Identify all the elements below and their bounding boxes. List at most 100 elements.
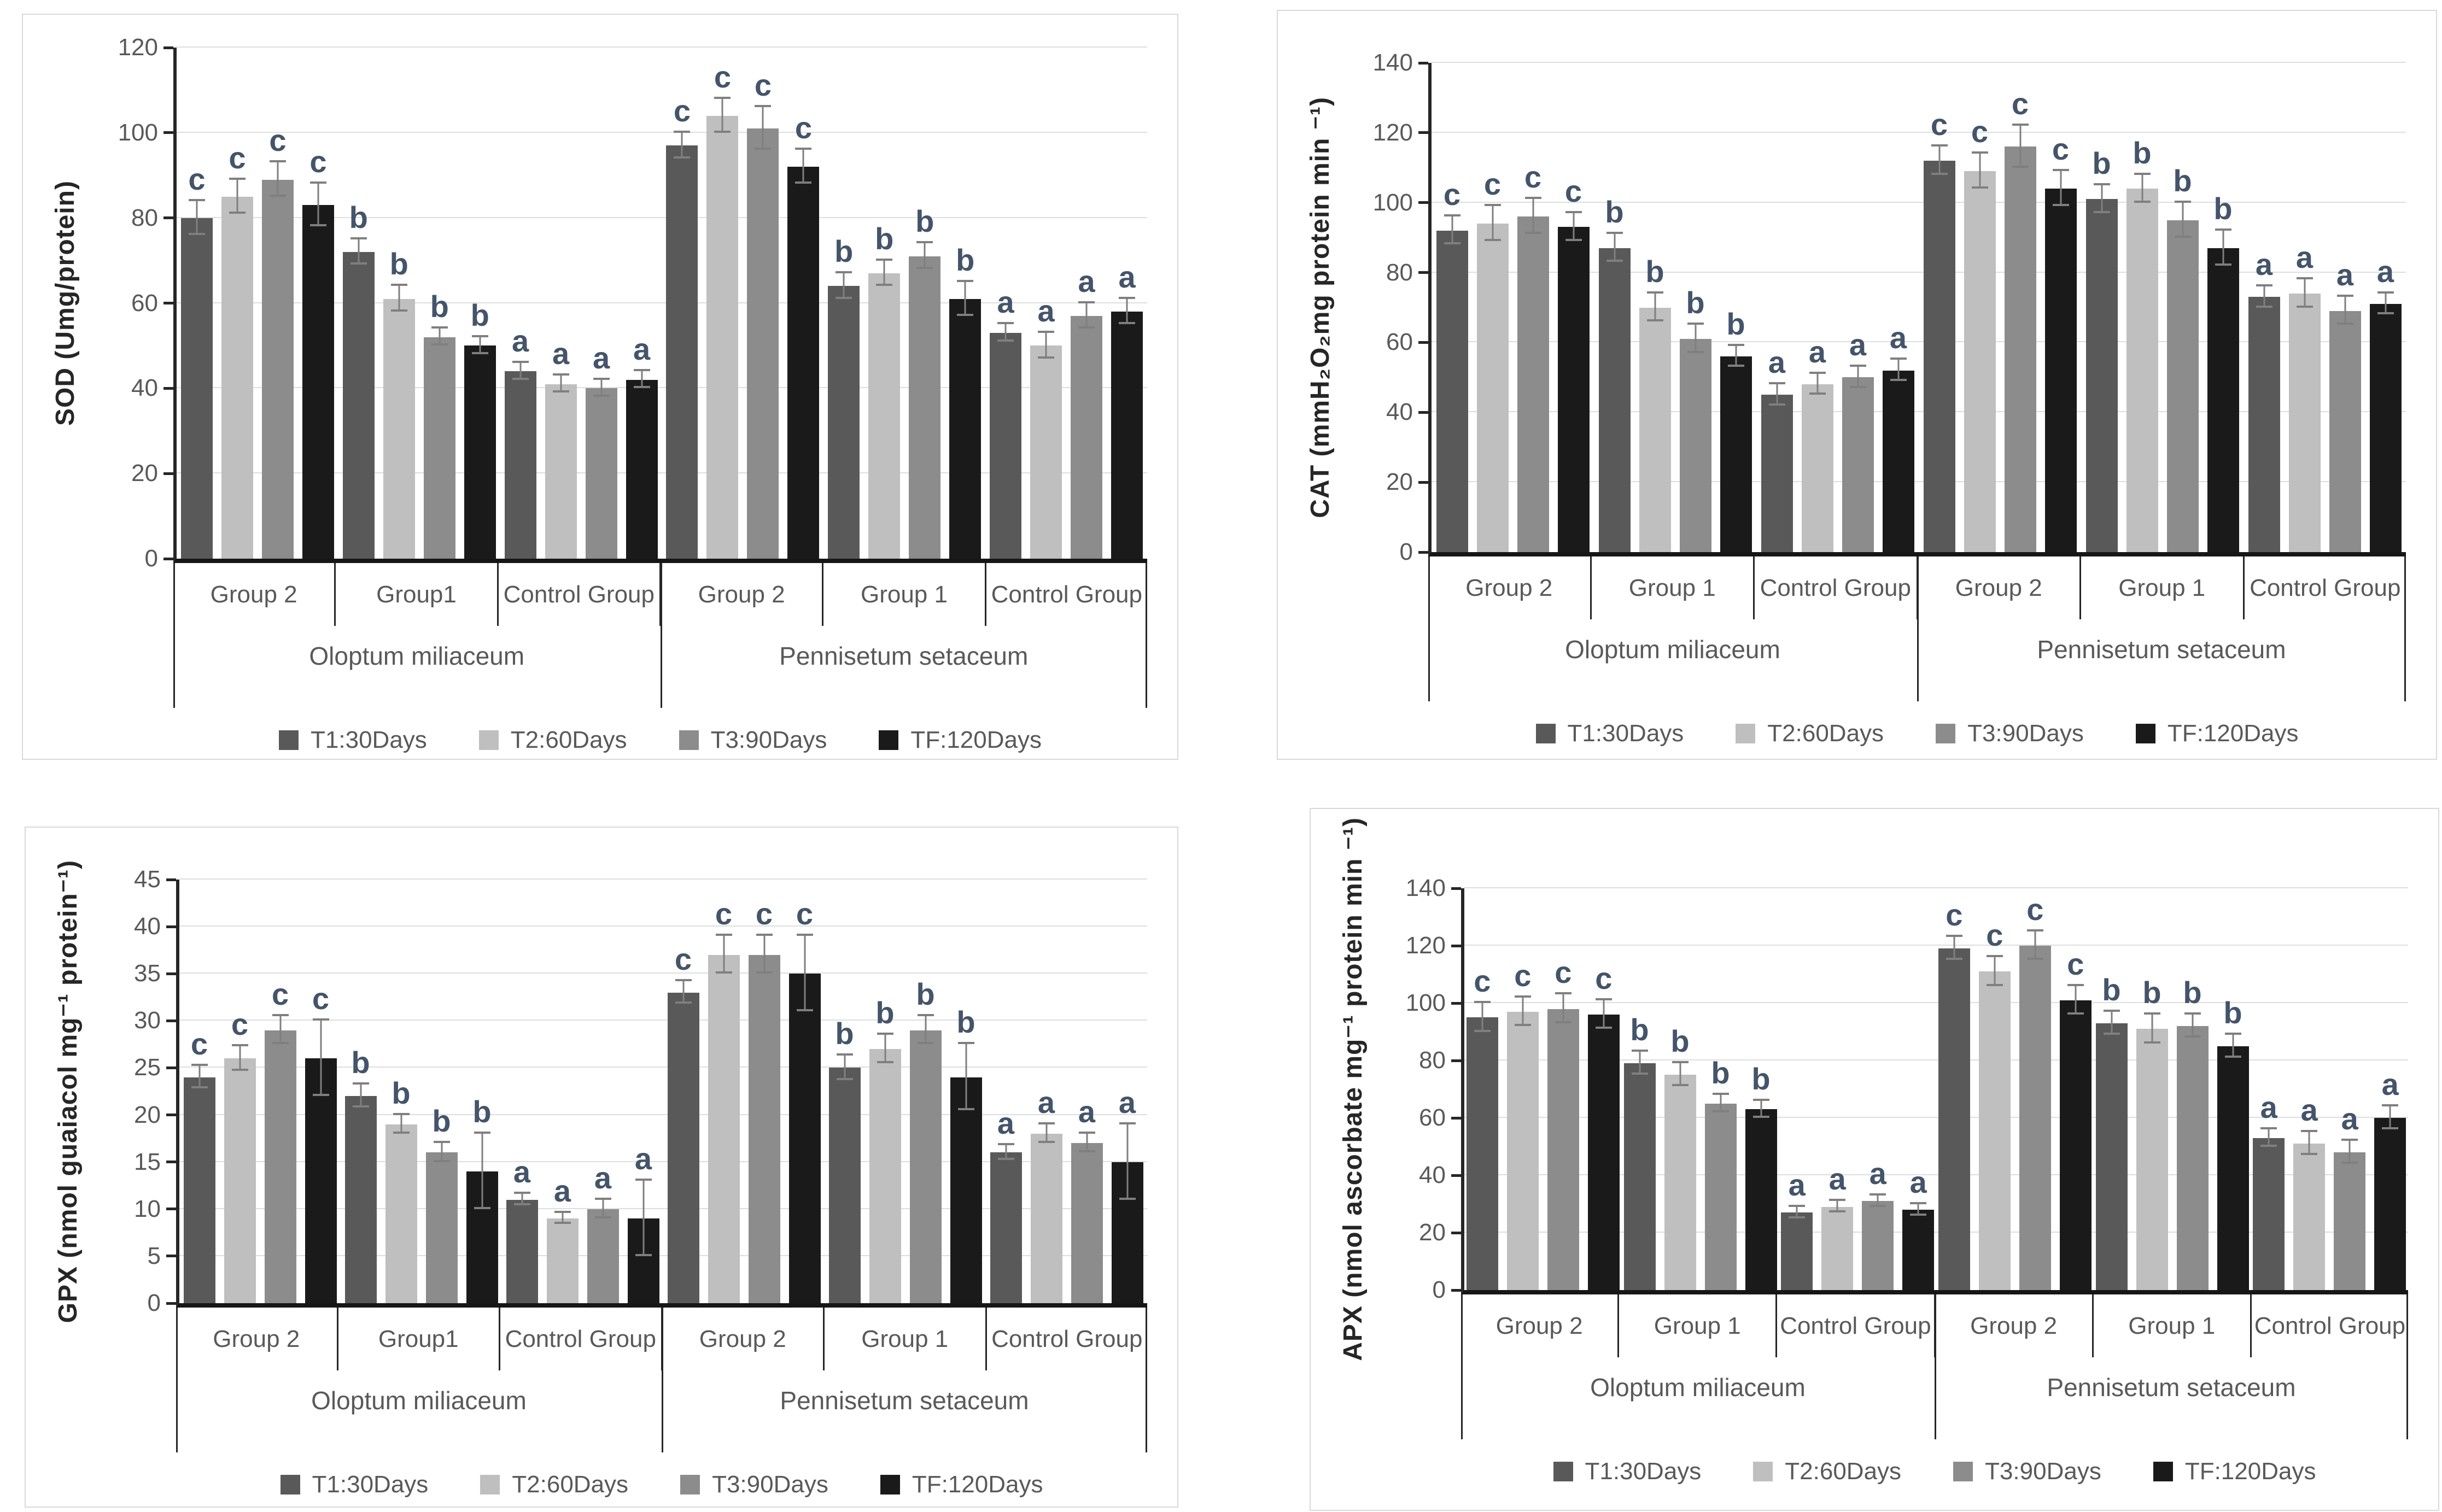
chart-row: GPX (nmol guaiacol mg⁻¹ protein⁻¹) 0 5 10 1… (42, 860, 1147, 1323)
significance-letter: c (1483, 167, 1502, 202)
error-bar-cap (554, 1222, 571, 1224)
bar (2248, 297, 2280, 552)
error-bar-cap (352, 1082, 369, 1085)
legend-item: TF:120Days (2153, 1458, 2316, 1485)
legend-item: T3:90Days (1936, 720, 2084, 747)
significance-letter: c (1564, 173, 1582, 208)
bar (183, 1077, 215, 1303)
chart-panel-apx: APX (nmol ascorbate mg⁻¹ protein min ⁻¹)… (1310, 808, 2439, 1511)
gridline (179, 878, 1147, 880)
error-bar-cap (1078, 1150, 1095, 1153)
y-tick-label: 0 (1432, 1276, 1446, 1303)
significance-letter: b (2142, 975, 2161, 1010)
error-bar-cap (1119, 296, 1136, 299)
error-bar-cap (633, 369, 650, 372)
error-bar-cap (2134, 172, 2151, 175)
bar-slot: a (546, 880, 579, 1303)
error-bar (844, 1056, 845, 1080)
error-bar (277, 162, 279, 197)
legend-item: T1:30Days (280, 1471, 428, 1498)
error-bar-cap (433, 1141, 450, 1144)
bar (1923, 161, 1955, 552)
error-bar-cap (2341, 1139, 2358, 1141)
bar-slot: a (587, 880, 619, 1303)
legend-label: T3:90Days (1967, 720, 2084, 747)
y-tick: 120 (118, 34, 173, 61)
group-label-row: Group 2 Group1 Control Group Group 2 Group 1… (176, 1308, 1147, 1370)
bar-slot: c (667, 880, 699, 1303)
bar-slot: b (385, 880, 417, 1303)
group-label-row: Group 2 Group 1 Control Group Group 2 Group … (1428, 556, 2406, 619)
error-bar (600, 379, 603, 397)
error-bar-cap (1606, 260, 1623, 262)
bar (1030, 1134, 1062, 1303)
bar (2329, 310, 2361, 552)
error-bar-cap (594, 1216, 611, 1218)
legend-item: TF:120Days (879, 726, 1042, 754)
bar (1720, 356, 1752, 552)
bar (1882, 370, 1914, 552)
y-tick: 100 (118, 119, 173, 146)
bar (1862, 1201, 1894, 1290)
bar-slot: a (2248, 63, 2280, 552)
bar-slot: a (2329, 63, 2361, 552)
error-bar (358, 239, 360, 265)
error-bar (2034, 931, 2036, 960)
y-tick: 120 (1406, 932, 1461, 959)
significance-letter: b (2223, 995, 2242, 1030)
error-bar (1735, 345, 1737, 367)
error-bar (479, 337, 481, 354)
legend-label: TF:120Days (910, 726, 1042, 753)
legend-swatch (1953, 1462, 1973, 1481)
species-label: Oloptum miliaceum (311, 1386, 527, 1415)
error-bar (521, 1194, 523, 1205)
y-tick-label: 100 (1405, 989, 1446, 1016)
error-bar-cap (309, 181, 326, 184)
axis-divider (1146, 563, 1147, 708)
error-bar (239, 1046, 241, 1071)
error-bar-cap (231, 1068, 248, 1071)
error-bar-cap (1986, 955, 2003, 958)
y-tick-label: 25 (134, 1054, 161, 1081)
error-bar (236, 179, 238, 214)
significance-letter: b (875, 995, 895, 1030)
bar (2166, 220, 2199, 552)
legend-label: T2:60Days (510, 726, 627, 753)
y-tick-label: 0 (1399, 538, 1413, 565)
error-bar-cap (1910, 1213, 1927, 1216)
significance-letter: a (511, 323, 529, 358)
error-bar (2101, 185, 2102, 213)
bar-slot: b (2126, 63, 2158, 552)
error-bar-cap (997, 322, 1014, 325)
error-bar-cap (1444, 242, 1460, 245)
axis-divider (1935, 1294, 1936, 1439)
bar (667, 992, 699, 1303)
y-tick: 0 (148, 1290, 176, 1317)
significance-letter: b (1630, 1012, 1649, 1047)
error-bar-cap (2377, 291, 2394, 294)
error-bar-cap (1829, 1199, 1846, 1202)
bar (264, 1030, 296, 1303)
y-tick-mark (1451, 1288, 1461, 1292)
error-bar (1045, 333, 1047, 359)
significance-letter: c (190, 1027, 208, 1061)
error-bar-cap (390, 309, 407, 312)
significance-letter: b (392, 1075, 411, 1110)
significance-letter: b (2213, 191, 2233, 226)
error-bar (1492, 206, 1493, 242)
bar-slot: c (180, 48, 213, 559)
error-bar-cap (1565, 239, 1582, 242)
significance-letter: a (997, 285, 1014, 320)
error-bar-cap (755, 148, 772, 150)
error-bar-cap (674, 130, 691, 133)
error-bar-cap (836, 296, 852, 299)
y-tick-label: 0 (144, 545, 158, 572)
legend-swatch (2153, 1462, 2173, 1481)
bar-slot: c (788, 880, 821, 1303)
error-bar-cap (1789, 1216, 1806, 1218)
bar (909, 256, 941, 559)
